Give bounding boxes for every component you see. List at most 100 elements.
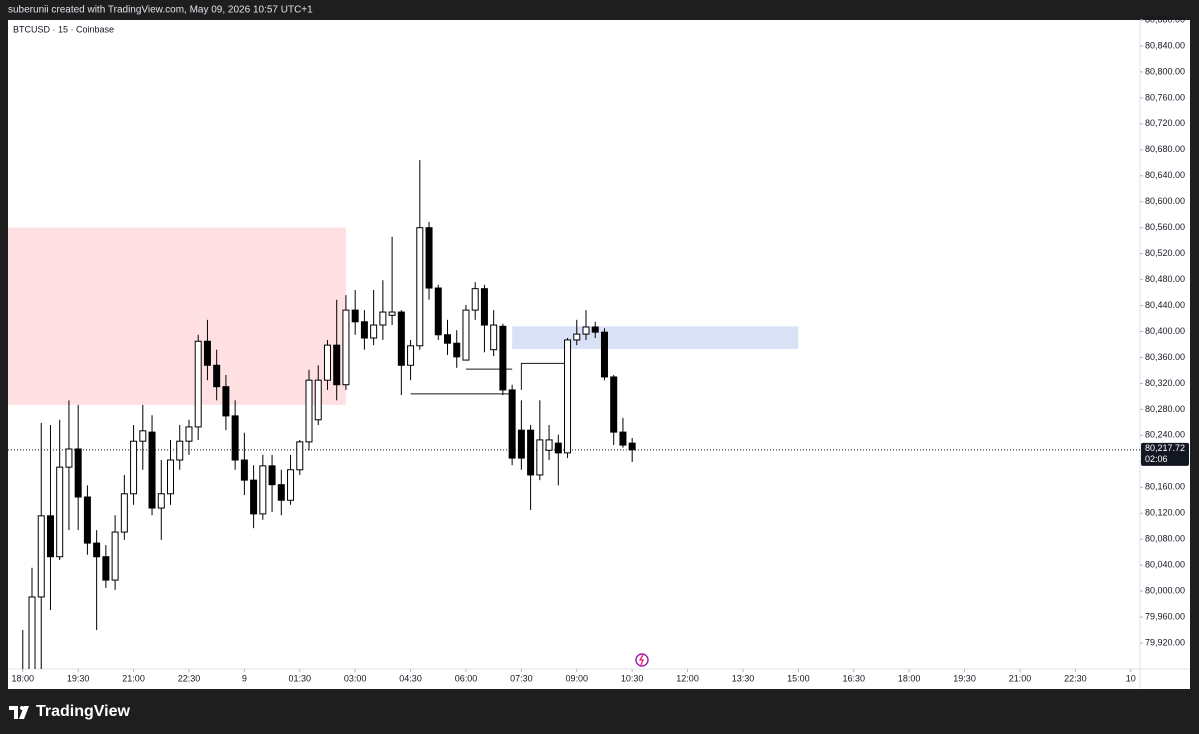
y-tick-label: 80,560.00 [1145,222,1185,232]
x-tick-label: 21:00 [1009,673,1032,683]
candle-down [148,431,156,509]
trend-line [520,362,568,390]
candle-up [416,227,424,347]
y-tick-label: 80,160.00 [1145,482,1185,492]
candle-down [591,326,599,333]
candle-down [351,309,359,323]
candle-down [508,389,516,459]
candle-down [600,331,608,378]
candle-down [397,311,405,366]
candle-down [74,448,82,498]
y-tick-label: 80,040.00 [1145,560,1185,570]
candle-down [250,479,258,515]
header-text: suberunii created with TradingView.com, … [8,5,313,16]
candle-up [564,339,572,454]
x-tick-label: 18:00 [12,673,35,683]
candle-up [194,340,202,428]
x-tick-label: 16:30 [843,673,866,683]
y-tick-label: 80,080.00 [1145,534,1185,544]
x-tick-label: 06:00 [455,673,478,683]
candle-down [360,321,368,339]
candle-up [120,493,128,533]
x-tick-label: 07:30 [510,673,533,683]
candle-down [213,364,221,388]
candle-down [425,227,433,289]
candle-down [93,542,101,558]
candle-up [314,379,322,421]
candle-down [46,515,54,558]
x-tick-label: 10:30 [621,673,644,683]
candle-down [610,376,618,433]
last-price-label: 80,217.72 [1145,443,1185,453]
candle-up [370,324,378,339]
candle-down [203,340,211,366]
y-tick-label: 80,520.00 [1145,248,1185,258]
candle-up [582,326,590,335]
zone [512,326,799,350]
candle-up [28,596,36,669]
candle-down [222,386,230,417]
x-tick-label: 15:00 [787,673,810,683]
candle-up [573,333,581,341]
y-tick-label: 80,280.00 [1145,404,1185,414]
y-tick-label: 80,120.00 [1145,508,1185,518]
candle-up [296,441,304,471]
y-tick-label: 80,680.00 [1145,144,1185,154]
candle-down [499,325,507,391]
y-tick-label: 80,760.00 [1145,92,1185,102]
candle-up [157,493,165,509]
candle-down [444,334,452,344]
candle-down [268,465,276,486]
candle-up [37,515,45,598]
candle-up [490,324,498,351]
candle-up [185,426,193,442]
candle-down [453,342,461,358]
candle-up [342,309,350,386]
y-tick-label: 80,320.00 [1145,378,1185,388]
x-tick-label: 18:00 [898,673,921,683]
candle-up [259,465,267,515]
y-tick-label: 79,960.00 [1145,611,1185,621]
x-tick-label: 12:00 [676,673,699,683]
y-tick-label: 80,880.00 [1145,14,1185,24]
y-tick-label: 80,440.00 [1145,300,1185,310]
candle-down [102,556,110,581]
candle-up [65,448,73,468]
candle-up [167,459,175,495]
candle-up [379,311,387,326]
brand: TradingView [36,703,131,720]
x-tick-label: 01:30 [289,673,312,683]
zone [8,227,346,405]
y-tick-label: 80,480.00 [1145,274,1185,284]
candle-up [56,466,64,558]
x-tick-label: 09:00 [566,673,589,683]
candle-up [536,439,544,476]
chart-title: BTCUSD · 15 · Coinbase [13,24,114,34]
y-tick-label: 80,800.00 [1145,66,1185,76]
candle-down [554,442,562,454]
y-tick-label: 80,840.00 [1145,40,1185,50]
candle-down [434,287,442,336]
y-tick-label: 80,360.00 [1145,352,1185,362]
candle-up [462,309,470,361]
candle-down [277,484,285,501]
brand-logo [9,706,29,719]
y-tick-label: 80,640.00 [1145,170,1185,180]
x-tick-label: 22:30 [1064,673,1087,683]
candle-up [323,344,331,381]
countdown: 02:06 [1145,454,1168,464]
candle-up [471,288,479,311]
x-tick-label: 10 [1126,673,1136,683]
x-tick-label: 21:00 [122,673,145,683]
candle-up [407,345,415,366]
candle-up [130,440,138,495]
candle-down [240,459,248,481]
candle-up [139,430,147,442]
y-tick-label: 80,000.00 [1145,585,1185,595]
x-tick-label: 03:00 [344,673,367,683]
x-tick-label: 22:30 [178,673,201,683]
x-tick-label: 04:30 [399,673,422,683]
y-tick-label: 80,400.00 [1145,326,1185,336]
